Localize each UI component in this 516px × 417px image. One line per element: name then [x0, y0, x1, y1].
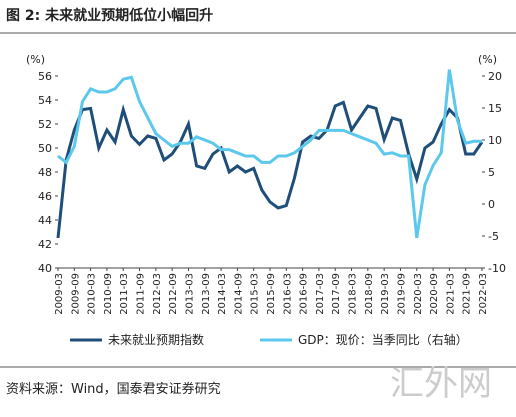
- y2-tick-label: -5: [488, 230, 499, 243]
- series-line: [56, 100, 484, 239]
- y2-tick-label: 5: [488, 166, 495, 179]
- x-tick-label: 2012-03: [152, 273, 163, 315]
- x-tick-label: 2009-09: [70, 273, 81, 315]
- y2-tick-label: 0: [488, 198, 495, 211]
- y-tick-label: 48: [38, 166, 52, 179]
- x-tick-label: 2021-03: [445, 273, 456, 315]
- x-tick-label: 2014-09: [233, 273, 244, 315]
- x-tick-label: 2014-03: [217, 273, 228, 315]
- x-tick-label: 2018-03: [348, 273, 359, 315]
- x-tick-label: 2017-03: [315, 273, 326, 315]
- legend-label: GDP：现价：当季同比（右轴）: [298, 332, 468, 347]
- y2-tick-label: -10: [488, 262, 506, 275]
- x-tick-label: 2020-09: [429, 273, 440, 315]
- x-tick-label: 2018-09: [364, 273, 375, 315]
- x-tick-label: 2017-09: [331, 273, 342, 315]
- legend-label: 未来就业预期指数: [108, 332, 204, 347]
- y-tick-label: 50: [38, 142, 52, 155]
- x-tick-label: 2012-09: [168, 273, 179, 315]
- x-tick-label: 2021-09: [462, 273, 473, 315]
- source: 资料来源：Wind，国泰君安证券研究: [6, 381, 221, 397]
- y2-tick-label: 10: [488, 134, 502, 147]
- x-tick-label: 2013-09: [201, 273, 212, 315]
- watermark: 汇外网: [390, 364, 492, 404]
- y-unit: (%): [26, 53, 45, 66]
- y-tick-label: 42: [38, 238, 52, 251]
- x-tick-label: 2015-03: [250, 273, 261, 315]
- x-tick-label: 2010-09: [103, 273, 114, 315]
- y-tick-label: 44: [38, 214, 52, 227]
- y-tick-label: 54: [38, 94, 52, 107]
- y2-tick-label: 15: [488, 102, 502, 115]
- x-tick-label: 2016-03: [282, 273, 293, 315]
- x-tick-label: 2016-09: [299, 273, 310, 315]
- x-tick-label: 2010-03: [87, 273, 98, 315]
- x-tick-label: 2019-03: [380, 273, 391, 315]
- chart-title: 图 2: 未来就业预期低位小幅回升: [6, 7, 213, 24]
- x-tick-label: 2009-03: [54, 273, 65, 315]
- y-tick-label: 56: [38, 70, 52, 83]
- y-tick-label: 46: [38, 190, 52, 203]
- series-line: [57, 69, 482, 239]
- y2-tick-label: 20: [488, 70, 502, 83]
- x-tick-label: 2022-03: [478, 273, 489, 315]
- y-tick-label: 40: [38, 262, 52, 275]
- x-tick-label: 2011-09: [136, 273, 147, 315]
- x-tick-label: 2020-03: [413, 273, 424, 315]
- y-tick-label: 52: [38, 118, 52, 131]
- x-tick-label: 2019-09: [396, 273, 407, 315]
- x-tick-label: 2015-09: [266, 273, 277, 315]
- y2-unit: (%): [478, 53, 497, 66]
- x-tick-label: 2011-03: [119, 273, 130, 315]
- x-tick-label: 2013-03: [184, 273, 195, 315]
